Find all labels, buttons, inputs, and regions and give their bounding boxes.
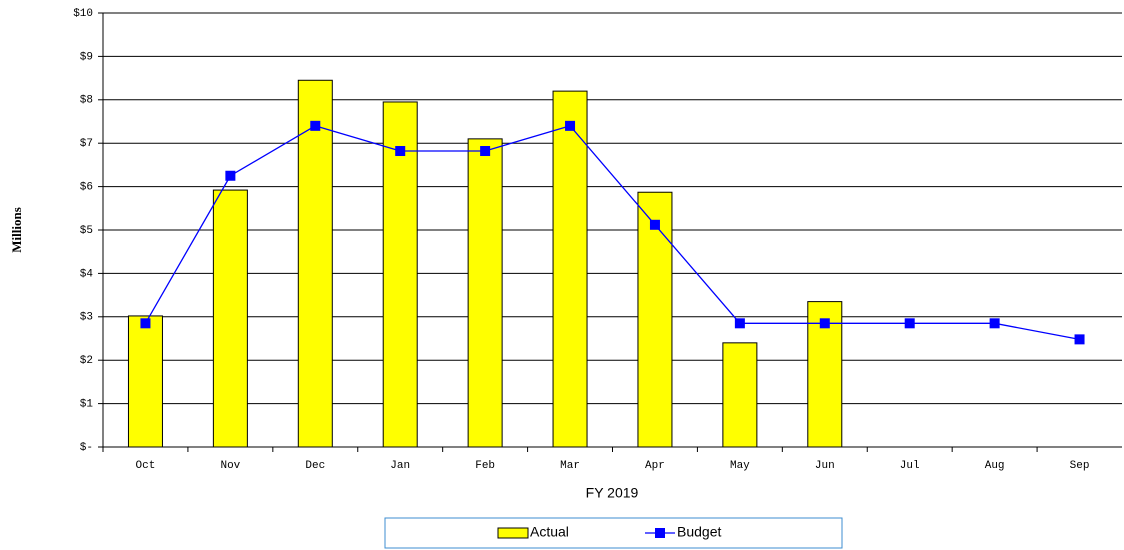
y-tick-label: $10	[73, 8, 93, 20]
y-tick-label: $9	[80, 51, 93, 63]
bar	[127, 315, 163, 448]
line-marker	[310, 120, 321, 131]
line-marker	[649, 219, 660, 230]
x-tick-label: Apr	[645, 460, 665, 472]
bar	[212, 189, 248, 448]
line-marker	[395, 146, 406, 157]
y-tick-label: $5	[80, 225, 93, 237]
x-axis-label: FY 2019	[586, 485, 639, 501]
line-marker	[1074, 334, 1085, 345]
y-tick-label: $8	[80, 95, 93, 107]
x-tick-label: Dec	[305, 460, 325, 472]
x-tick-label: May	[730, 460, 750, 472]
line-marker	[734, 318, 745, 329]
y-tick-label: $4	[80, 268, 94, 280]
budget-line	[144, 125, 1080, 341]
bar	[467, 138, 503, 448]
bar	[552, 90, 588, 448]
legend-label: Budget	[677, 524, 721, 540]
x-tick-label: Jun	[815, 460, 835, 472]
line-marker	[989, 318, 1000, 329]
y-axis-label: Millions	[9, 207, 24, 253]
y-tick-label: $-	[80, 442, 93, 454]
line-marker	[480, 146, 491, 157]
x-tick-label: Mar	[560, 460, 580, 472]
line-marker	[819, 318, 830, 329]
line-marker	[225, 170, 236, 181]
line-marker	[565, 120, 576, 131]
x-tick-label: Nov	[220, 460, 240, 472]
legend-swatch	[497, 527, 529, 539]
legend-label: Actual	[530, 524, 569, 540]
line-marker	[140, 318, 151, 329]
x-tick-label: Feb	[475, 460, 495, 472]
x-tick-label: Jul	[900, 460, 920, 472]
y-tick-label: $2	[80, 355, 93, 367]
legend-box	[384, 517, 843, 549]
line-marker	[904, 318, 915, 329]
x-tick-label: Jan	[390, 460, 410, 472]
bar	[382, 101, 418, 448]
bar	[637, 191, 673, 448]
y-tick-label: $1	[80, 399, 94, 411]
x-tick-label: Sep	[1070, 460, 1090, 472]
x-tick-label: Aug	[985, 460, 1005, 472]
legend-swatch	[655, 528, 665, 538]
y-tick-label: $6	[80, 182, 93, 194]
y-tick-label: $3	[80, 312, 93, 324]
bar	[297, 79, 333, 448]
x-tick-label: Oct	[136, 460, 156, 472]
y-tick-label: $7	[80, 138, 93, 150]
bar	[722, 342, 758, 448]
